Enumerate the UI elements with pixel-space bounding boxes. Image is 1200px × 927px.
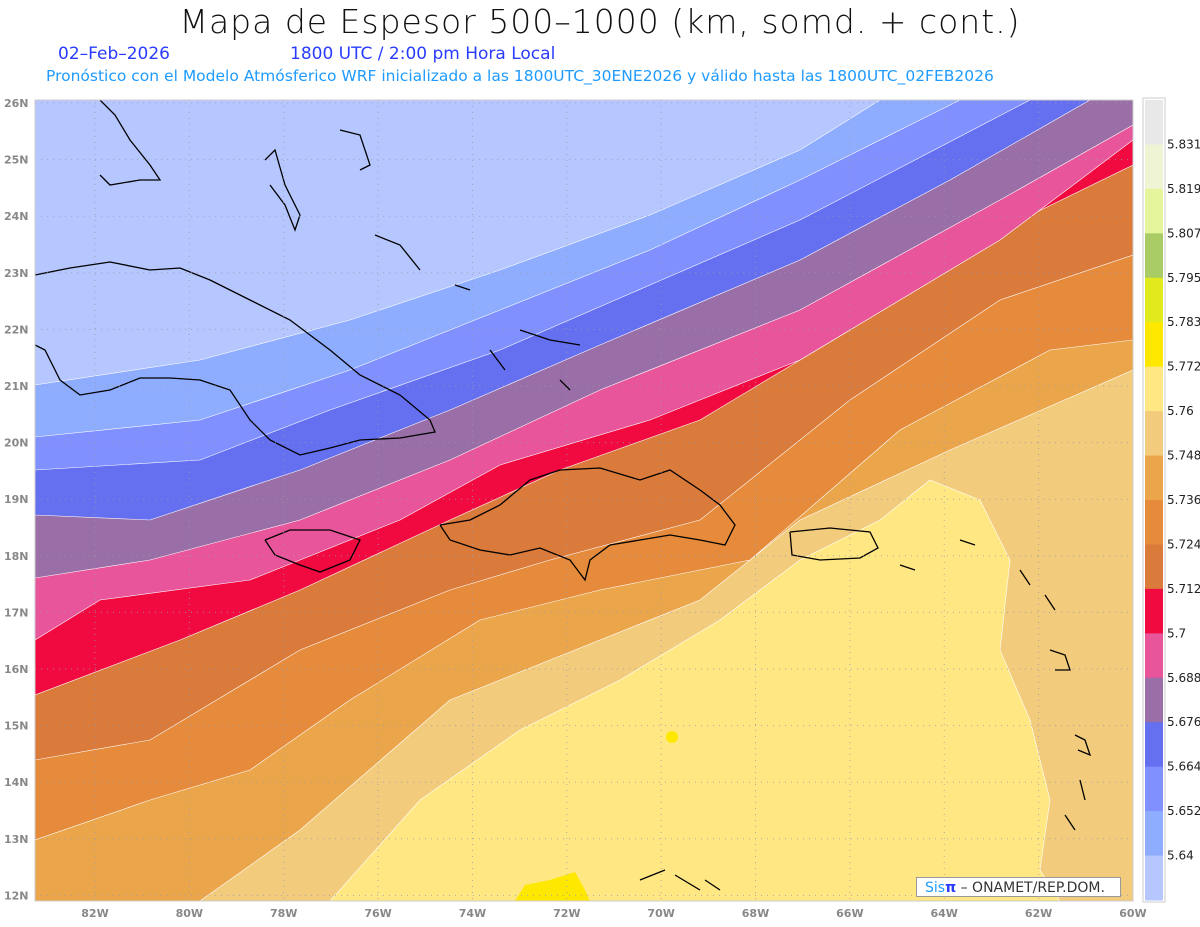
colorbar-label: 5.736 xyxy=(1167,493,1200,507)
credit-text: – ONAMET/REP.DOM. xyxy=(956,880,1105,896)
map-frame xyxy=(34,99,1134,902)
lat-label: 18N xyxy=(4,550,29,563)
colorbar-label: 5.748 xyxy=(1167,449,1200,463)
lat-label: 20N xyxy=(4,437,29,450)
colorbar-swatch xyxy=(1145,544,1163,590)
lon-label: 60W xyxy=(1119,907,1146,920)
coastlines xyxy=(35,100,1092,891)
colorbar-label: 5.831 xyxy=(1167,137,1200,151)
band-5.772 xyxy=(666,731,678,743)
lesser-antilles-coast xyxy=(639,539,1092,891)
forecast-time: 1800 UTC / 2:00 pm Hora Local xyxy=(290,44,556,64)
thickness-bands xyxy=(35,100,1133,901)
colorbar-swatch xyxy=(1145,766,1163,812)
lon-label: 82W xyxy=(81,907,108,920)
colorbar-swatch xyxy=(1145,322,1163,368)
lat-label: 22N xyxy=(4,323,29,336)
colorbar-label: 5.76 xyxy=(1167,404,1194,418)
colorbar-swatch xyxy=(1145,233,1163,279)
colorbar-label: 5.688 xyxy=(1167,671,1200,685)
colorbar-label: 5.819 xyxy=(1167,182,1200,196)
colorbar-label: 5.783 xyxy=(1167,315,1200,329)
colorbar-swatch xyxy=(1145,633,1163,679)
credit-box: Sisπ – ONAMET/REP.DOM. xyxy=(916,877,1121,897)
lat-label: 26N xyxy=(4,97,29,110)
lat-label: 21N xyxy=(4,380,29,393)
colorbar-swatch xyxy=(1145,811,1163,857)
colorbar-swatch xyxy=(1145,588,1163,634)
lat-label: 14N xyxy=(4,776,29,789)
lat-label: 25N xyxy=(4,154,29,167)
colorbar-label: 5.772 xyxy=(1167,360,1200,374)
colorbar-swatch xyxy=(1145,500,1163,545)
credit-brand-pi: π xyxy=(945,880,957,896)
forecast-date: 02–Feb–2026 xyxy=(58,44,170,64)
bahamas-coast xyxy=(264,129,581,391)
colorbar-label: 5.724 xyxy=(1167,537,1200,551)
colorbar-label: 5.7 xyxy=(1167,626,1186,640)
colorbar-label: 5.652 xyxy=(1167,804,1200,818)
lon-label: 70W xyxy=(647,907,674,920)
thickness-band xyxy=(35,100,1133,901)
florida-coast xyxy=(99,100,162,186)
colorbar-frame xyxy=(1142,97,1166,903)
lon-label: 72W xyxy=(553,907,580,920)
colorbar-label: 5.795 xyxy=(1167,271,1200,285)
lon-label: 80W xyxy=(176,907,203,920)
lon-label: 66W xyxy=(836,907,863,920)
colorbar: 5.831 5.819 5.807 5.795 5.783 5.772 5.76 5.748 5… xyxy=(1142,97,1200,903)
lon-label: 64W xyxy=(931,907,958,920)
lat-label: 13N xyxy=(4,833,29,846)
colorbar-swatch xyxy=(1145,100,1163,145)
colorbar-swatch xyxy=(1145,722,1163,768)
colorbar-label: 5.807 xyxy=(1167,226,1200,240)
map-title: Mapa de Espesor 500–1000 (km, somd. + co… xyxy=(179,2,1021,41)
lat-label: 15N xyxy=(4,720,29,733)
colorbar-swatch xyxy=(1145,144,1163,190)
colorbar-swatch xyxy=(1145,277,1163,323)
credit-brand: Sis xyxy=(925,880,946,896)
lon-label: 68W xyxy=(742,907,769,920)
axis-labels: 26N 25N 24N 23N 22N 21N 20N 19N 18N 17N 16N 15N 14N 1… xyxy=(4,97,1147,920)
lon-label: 76W xyxy=(364,907,391,920)
cuba-coast xyxy=(35,261,436,456)
colorbar-label: 5.712 xyxy=(1167,582,1200,596)
lon-label: 78W xyxy=(270,907,297,920)
puerto-rico-coast xyxy=(789,527,879,561)
lat-label: 16N xyxy=(4,663,29,676)
lat-label: 17N xyxy=(4,606,29,619)
colorbar-label: 5.664 xyxy=(1167,760,1200,774)
colorbar-swatch xyxy=(1145,855,1163,901)
lon-label: 74W xyxy=(459,907,486,920)
hispaniola-coast xyxy=(439,467,736,582)
colorbar-swatch xyxy=(1145,411,1163,457)
lat-label: 24N xyxy=(4,210,29,223)
colorbar-swatch xyxy=(1145,455,1163,501)
lon-label: 62W xyxy=(1025,907,1052,920)
lat-label: 19N xyxy=(4,493,29,506)
lat-label: 23N xyxy=(4,267,29,280)
colorbar-label: 5.676 xyxy=(1167,715,1200,729)
colorbar-swatch xyxy=(1145,188,1163,234)
colorbar-label: 5.64 xyxy=(1167,849,1194,863)
band-5.76 xyxy=(329,479,1061,901)
band-5.772 xyxy=(515,872,590,901)
jamaica-coast xyxy=(264,529,361,573)
colorbar-swatch xyxy=(1145,366,1163,412)
lat-label: 12N xyxy=(4,889,29,902)
model-subtitle: Pronóstico con el Modelo Atmósferico WRF… xyxy=(46,67,994,85)
colorbar-swatch xyxy=(1145,677,1163,723)
